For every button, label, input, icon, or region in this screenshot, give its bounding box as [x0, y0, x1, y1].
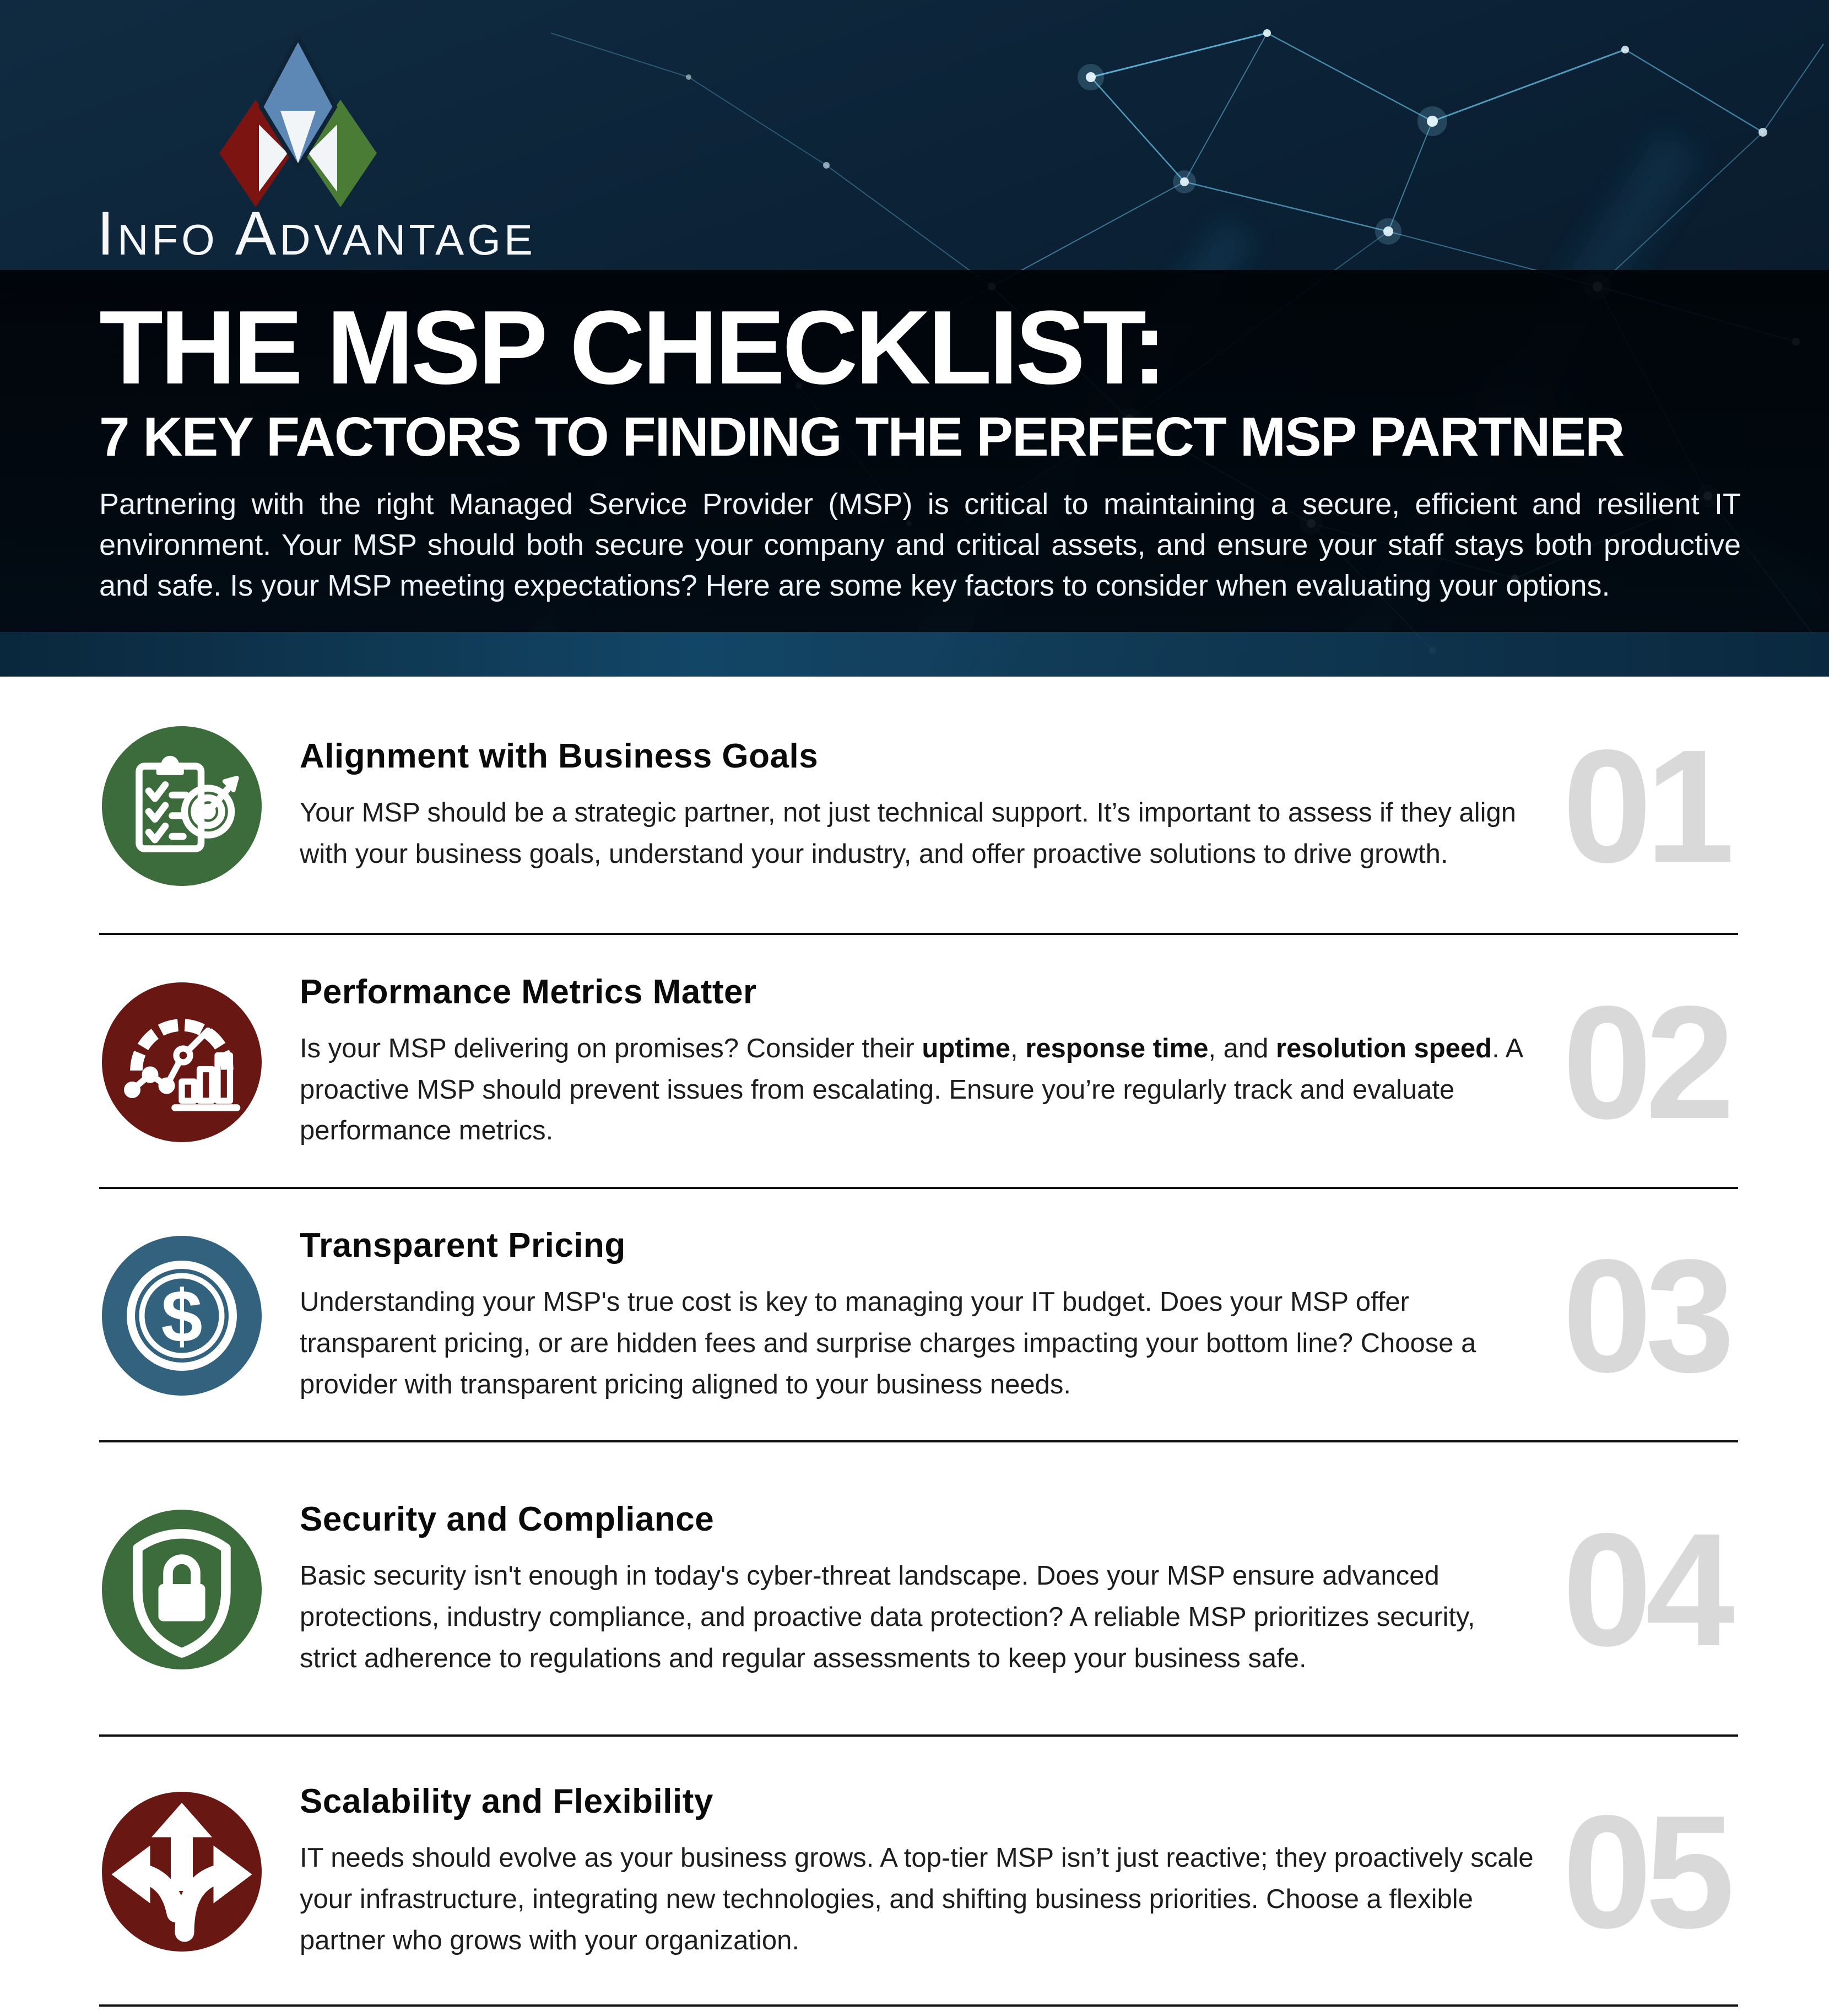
item-body: Your MSP should be a strategic partner, …	[300, 798, 1517, 869]
item-icon-badge: $	[99, 1233, 264, 1398]
dollar-coin-icon: $	[102, 1236, 262, 1396]
item-body: Is your MSP delivering on promises? Cons…	[300, 1033, 1522, 1146]
item-title: Performance Metrics Matter	[300, 972, 757, 1011]
item-body: IT needs should evolve as your business …	[300, 1843, 1534, 1955]
subtitle: 7 KEY FACTORS TO FINDING THE PERFECT MSP…	[99, 406, 1625, 468]
title-band: THE MSP CHECKLIST: 7 KEY FACTORS TO FIND…	[0, 270, 1829, 632]
checklist-item-04: Security and Compliance Basic security i…	[99, 1442, 1738, 1737]
checklist-item-01: Alignment with Business Goals Your MSP s…	[99, 677, 1738, 935]
intro-paragraph: Partnering with the right Managed Servic…	[99, 488, 1741, 602]
item-number: 04	[1562, 1500, 1735, 1679]
item-title: Transparent Pricing	[300, 1226, 626, 1265]
checklist-item-03: $ Transparent Pricing Understanding your…	[99, 1189, 1738, 1442]
item-body: Basic security isn't enough in today's c…	[300, 1561, 1475, 1673]
item-text: Transparent Pricing Understanding your M…	[300, 1226, 1539, 1406]
shield-lock-icon	[102, 1510, 262, 1669]
item-title: Security and Compliance	[300, 1500, 715, 1539]
checklist-item-02: Performance Metrics Matter Is your MSP d…	[99, 935, 1738, 1189]
main-title: THE MSP CHECKLIST:	[99, 289, 1167, 406]
checklist: Alignment with Business Goals Your MSP s…	[0, 677, 1829, 2007]
three-way-arrows-icon	[102, 1792, 262, 1952]
item-icon-badge	[99, 1789, 264, 1954]
speedometer-chart-icon	[102, 982, 262, 1142]
item-text: Performance Metrics Matter Is your MSP d…	[300, 972, 1539, 1152]
item-text: Scalability and Flexibility IT needs sho…	[300, 1782, 1539, 1961]
item-number: 03	[1562, 1226, 1735, 1406]
item-body: Understanding your MSP's true cost is ke…	[300, 1287, 1476, 1399]
item-number: 02	[1562, 972, 1735, 1152]
item-number: 05	[1562, 1782, 1735, 1961]
item-title: Alignment with Business Goals	[300, 737, 819, 776]
hero-bottom-strip	[0, 632, 1829, 677]
info-advantage-logo-icon	[219, 36, 377, 207]
item-icon-badge	[99, 723, 264, 889]
brand-name: Info Advantage	[97, 199, 536, 268]
hero-header: Info Advantage THE MSP CHECKLIST: 7 KEY …	[0, 0, 1829, 677]
clipboard-target-icon	[102, 726, 262, 886]
item-icon-badge	[99, 1507, 264, 1672]
item-text: Security and Compliance Basic security i…	[300, 1500, 1539, 1679]
item-text: Alignment with Business Goals Your MSP s…	[300, 737, 1539, 875]
item-number: 01	[1562, 716, 1735, 896]
item-icon-badge	[99, 980, 264, 1145]
item-title: Scalability and Flexibility	[300, 1782, 713, 1821]
checklist-item-05: Scalability and Flexibility IT needs sho…	[99, 1737, 1738, 2007]
svg-text:$: $	[161, 1275, 202, 1358]
